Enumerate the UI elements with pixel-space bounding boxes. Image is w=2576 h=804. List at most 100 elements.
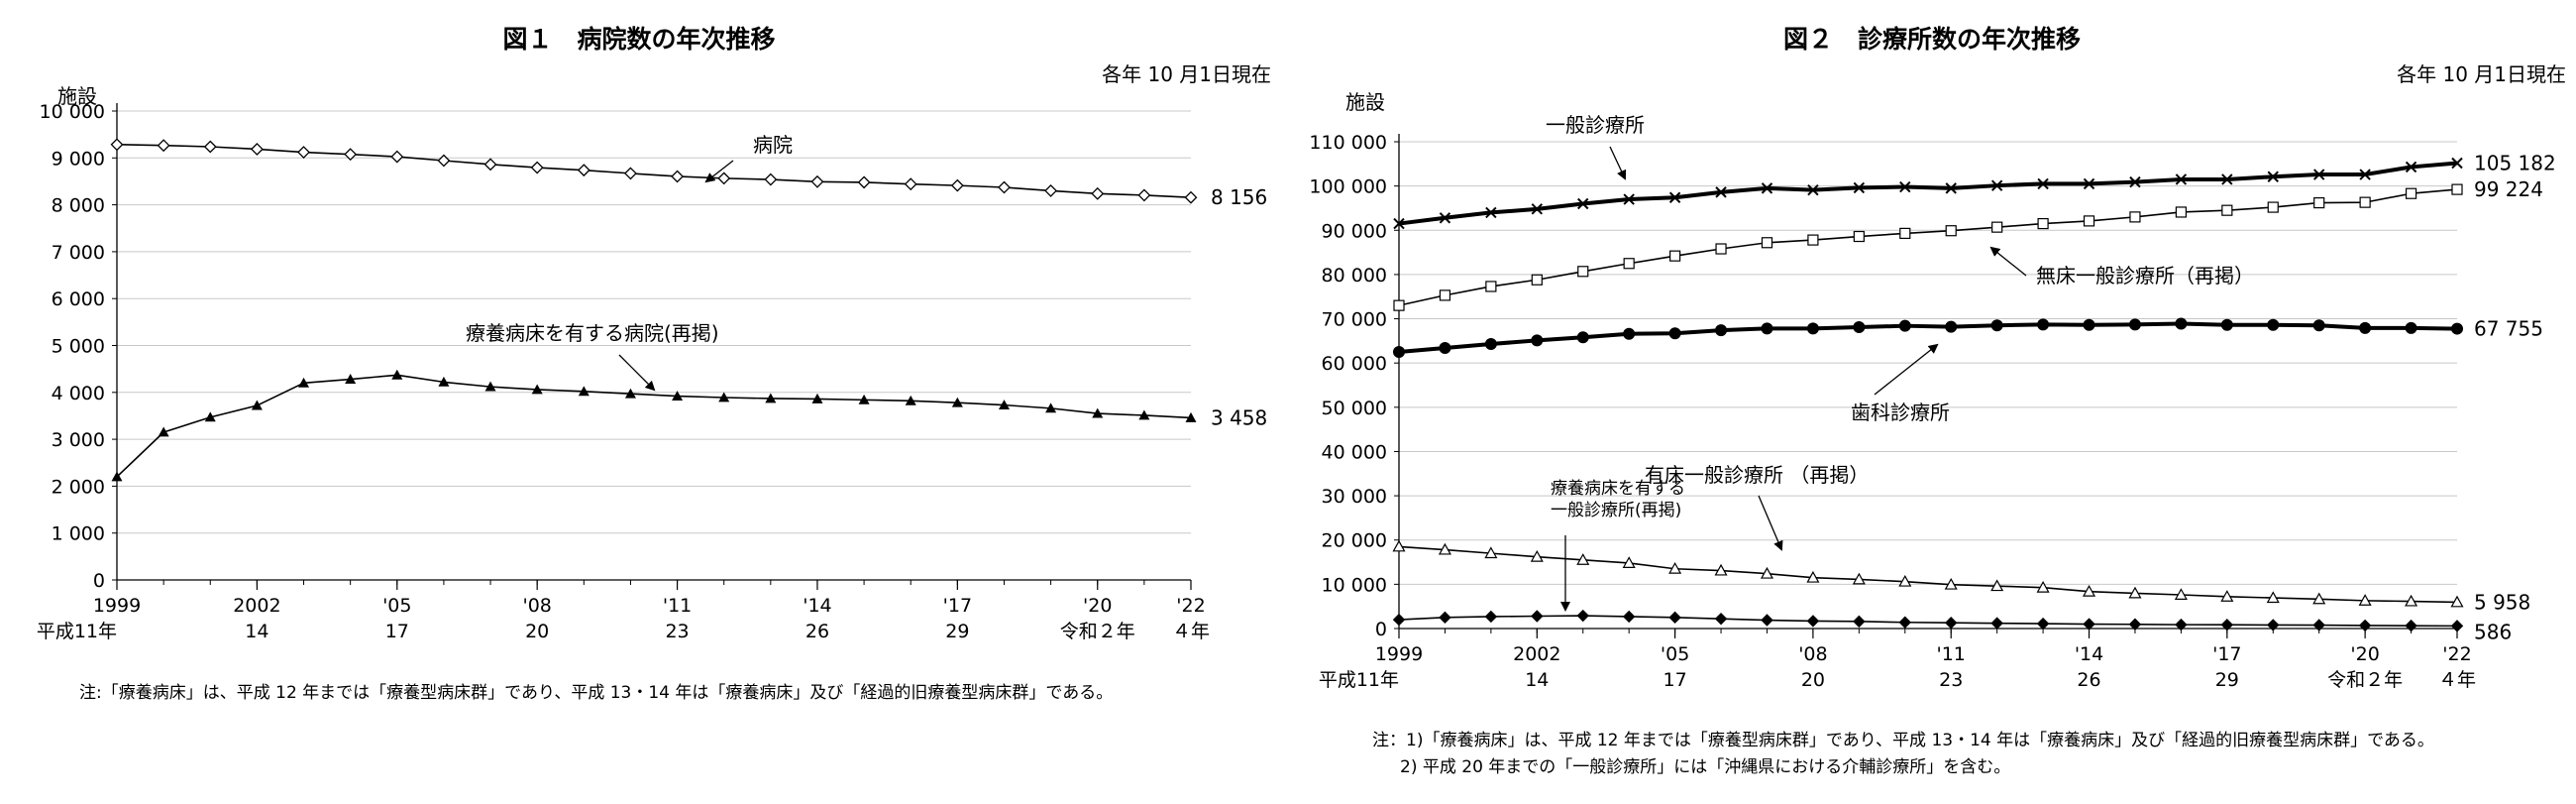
- series-line-0: [116, 143, 1192, 199]
- x-tick-sublabel: 20: [1801, 669, 1825, 691]
- annotation-label-2: 歯科診療所: [1851, 401, 1950, 424]
- data-point-4-8: [1761, 614, 1773, 627]
- data-point-1-18: [2221, 204, 2233, 216]
- data-point-0-19: [2267, 171, 2279, 182]
- y-axis-ticks: 0 1 000 2 000 3 000 4 000 5 000 6 000 7 000 8 00…: [40, 101, 117, 592]
- y-tick-label: 8 000: [52, 195, 105, 217]
- annotation-arrow-2: [1874, 343, 1939, 396]
- data-point-1-11: [624, 388, 636, 399]
- data-point-1-16: [858, 394, 870, 404]
- data-point-1-6: [1669, 250, 1681, 262]
- data-point-4-12: [1945, 616, 1958, 630]
- data-point-0-7: [1715, 186, 1727, 198]
- x-tick-label: '17: [2212, 643, 2241, 665]
- series-line-0: [1398, 161, 2458, 226]
- x-tick-sublabel: 23: [665, 621, 689, 642]
- data-point-1-12: [672, 391, 684, 401]
- data-point-2-21: [2359, 321, 2372, 334]
- data-point-0-17: [904, 177, 917, 191]
- x-tick-sublabel: 平成11年: [1319, 669, 1399, 691]
- y-tick-label: 50 000: [1322, 398, 1387, 419]
- x-tick-sublabel: ４年: [2438, 669, 2476, 691]
- data-point-1-0: [1393, 299, 1405, 311]
- data-point-0-21: [1091, 186, 1105, 200]
- date-note: 各年 10 月1日現在: [1102, 62, 1271, 86]
- data-point-2-22: [2405, 321, 2417, 334]
- data-point-4-5: [1622, 610, 1636, 624]
- data-point-4-10: [1853, 615, 1866, 629]
- data-point-3-19: [2266, 591, 2280, 604]
- data-point-3-14: [2036, 580, 2050, 593]
- data-point-1-9: [1807, 234, 1819, 246]
- data-point-1-15: [2083, 215, 2095, 227]
- data-point-1-1: [158, 426, 169, 437]
- y-tick-label: 2 000: [52, 476, 105, 498]
- data-point-3-3: [1530, 549, 1544, 562]
- x-tick-label: 1999: [93, 595, 141, 617]
- data-point-0-3: [250, 143, 264, 156]
- annotation-label-0: 一般診療所: [1546, 113, 1645, 137]
- series-layer: [1392, 157, 2464, 632]
- data-point-2-5: [1623, 327, 1636, 340]
- x-tick-label: '08: [1798, 643, 1827, 665]
- data-point-1-1: [1439, 289, 1451, 301]
- data-point-3-12: [1944, 577, 1958, 590]
- y-tick-label: 4 000: [52, 383, 105, 404]
- data-point-1-15: [811, 393, 823, 403]
- data-point-0-12: [671, 170, 684, 183]
- data-point-3-4: [1576, 553, 1590, 565]
- x-tick-sublabel: 17: [1664, 669, 1687, 691]
- data-point-2-11: [1898, 319, 1911, 332]
- data-point-1-20: [1045, 402, 1057, 413]
- data-point-2-14: [2037, 318, 2050, 331]
- data-point-0-20: [1044, 183, 1058, 197]
- data-point-1-13: [718, 392, 730, 402]
- data-point-3-9: [1806, 570, 1820, 583]
- data-point-4-11: [1898, 616, 1911, 629]
- grid-lines: [1398, 134, 2457, 630]
- data-point-0-21: [2359, 169, 2371, 180]
- series-line-4: [1398, 615, 2458, 628]
- data-point-1-10: [1853, 230, 1865, 243]
- data-point-1-17: [2175, 206, 2187, 218]
- x-tick-sublabel: 29: [2215, 669, 2239, 691]
- x-tick-label: 2002: [233, 595, 280, 617]
- annotation-label-3: 有床一般診療所 （再掲）: [1645, 463, 1869, 487]
- data-point-1-10: [578, 386, 590, 397]
- data-point-1-7: [438, 376, 450, 387]
- data-point-4-15: [2083, 618, 2095, 631]
- y-tick-label: 60 000: [1322, 353, 1387, 375]
- end-label-4: 586: [2474, 620, 2512, 643]
- data-point-0-19: [998, 180, 1011, 194]
- data-point-3-10: [1852, 572, 1866, 585]
- data-point-4-16: [2128, 618, 2142, 631]
- data-point-3-11: [1898, 574, 1912, 587]
- series-line-2: [1398, 321, 2458, 355]
- end-label-2: 67 755: [2474, 317, 2543, 341]
- data-point-2-10: [1853, 321, 1866, 334]
- data-point-0-15: [2083, 177, 2095, 190]
- data-point-0-5: [1623, 193, 1635, 205]
- data-point-0-12: [1945, 182, 1957, 194]
- data-point-2-13: [1990, 319, 2003, 332]
- data-point-2-18: [2220, 318, 2233, 331]
- x-tick-label: '20: [1083, 595, 1112, 617]
- data-point-3-15: [2083, 584, 2096, 597]
- data-point-1-19: [998, 400, 1010, 409]
- data-point-0-14: [764, 172, 778, 186]
- data-point-0-2: [203, 140, 217, 154]
- data-point-2-3: [1531, 334, 1544, 347]
- x-tick-label: 2002: [1513, 643, 1560, 665]
- data-point-2-16: [2128, 318, 2141, 331]
- data-point-0-4: [1577, 197, 1589, 210]
- annotation-label-4: 一般診療所(再掲): [1551, 501, 1681, 520]
- data-point-3-1: [1438, 542, 1451, 555]
- annotation-arrow-1: [1989, 246, 2027, 277]
- y-tick-label: 0: [93, 570, 105, 592]
- end-label-0: 8 156: [1211, 185, 1267, 209]
- data-point-1-21: [2359, 196, 2371, 208]
- data-point-3-5: [1622, 556, 1636, 568]
- y-tick-label: 40 000: [1322, 441, 1387, 463]
- y-tick-label: 10 000: [40, 101, 105, 123]
